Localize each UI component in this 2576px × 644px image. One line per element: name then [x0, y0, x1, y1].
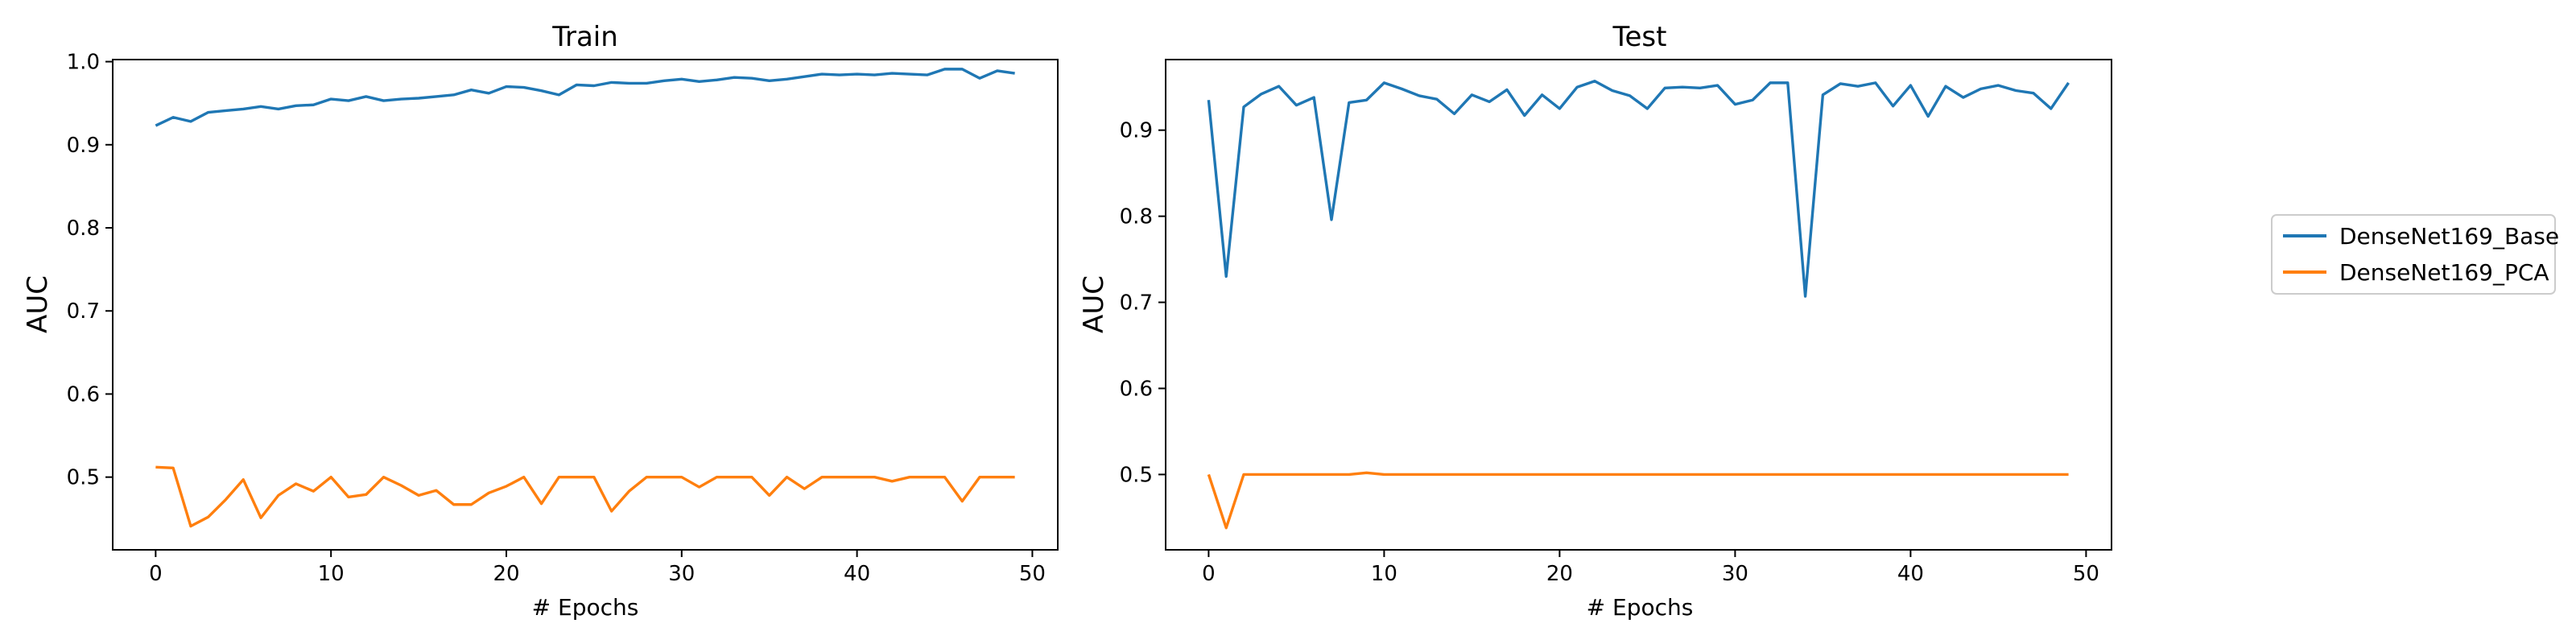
train-axes-frame	[112, 59, 1059, 551]
test-title: Test	[1612, 21, 1667, 53]
train-series-line-pca	[155, 465, 1015, 528]
train-ytick-label: 0.5	[67, 466, 100, 490]
test-plot: 0 10 20 30 40 50 0.5 0.6 0.7 0.8 0.9	[1120, 80, 2099, 586]
test-ytick-label: 0.6	[1120, 377, 1153, 401]
test-ytick-label: 0.8	[1120, 205, 1153, 229]
legend-frame	[2271, 214, 2556, 295]
train-ytick-label: 0.8	[67, 217, 100, 241]
train-ylabel: AUC	[22, 275, 54, 333]
test-xtick-label: 0	[1202, 562, 1216, 586]
train-series-line-base	[155, 68, 1015, 127]
test-ylabel: AUC	[1078, 275, 1110, 333]
train-panel: Train 0 10 20 30 40 50 0.5 0.6 0.7 0.8 0.9 1.0 # Ep…	[22, 21, 1059, 621]
legend-label-pca: DenseNet169_PCA	[2339, 259, 2549, 286]
test-ytick-label: 0.7	[1120, 291, 1153, 316]
test-xtick-label: 10	[1371, 562, 1397, 586]
train-ytick-label: 1.0	[67, 51, 100, 75]
train-xlabel: # Epochs	[532, 594, 639, 621]
legend: DenseNet169_Base DenseNet169_PCA	[2271, 214, 2559, 295]
train-xtick-label: 0	[149, 562, 163, 586]
test-xtick-label: 50	[2073, 562, 2099, 586]
train-xtick-label: 40	[844, 562, 870, 586]
test-series-line-base	[1207, 80, 2070, 298]
train-xtick-label: 10	[318, 562, 345, 586]
test-xlabel: # Epochs	[1587, 594, 1694, 621]
test-series-line-pca	[1207, 471, 2069, 530]
legend-label-base: DenseNet169_Base	[2339, 223, 2559, 250]
test-panel: Test 0 10 20 30 40 50 0.5 0.6 0.7 0.8 0.9 # Epochs…	[1078, 21, 2112, 621]
test-axes-frame	[1165, 59, 2112, 551]
test-xtick-label: 40	[1897, 562, 1924, 586]
train-ytick-label: 0.6	[67, 382, 100, 407]
train-ytick-label: 0.7	[67, 299, 100, 324]
train-ytick-label: 0.9	[67, 134, 100, 158]
train-plot: 0 10 20 30 40 50 0.5 0.6 0.7 0.8 0.9 1.0	[67, 51, 1046, 586]
test-ytick-label: 0.5	[1120, 463, 1153, 487]
train-xtick-label: 50	[1019, 562, 1046, 586]
train-title: Train	[551, 21, 618, 53]
train-xtick-label: 30	[668, 562, 695, 586]
test-xtick-label: 20	[1546, 562, 1573, 586]
test-ytick-label: 0.9	[1120, 119, 1153, 143]
test-xtick-label: 30	[1722, 562, 1748, 586]
train-xtick-label: 20	[493, 562, 519, 586]
